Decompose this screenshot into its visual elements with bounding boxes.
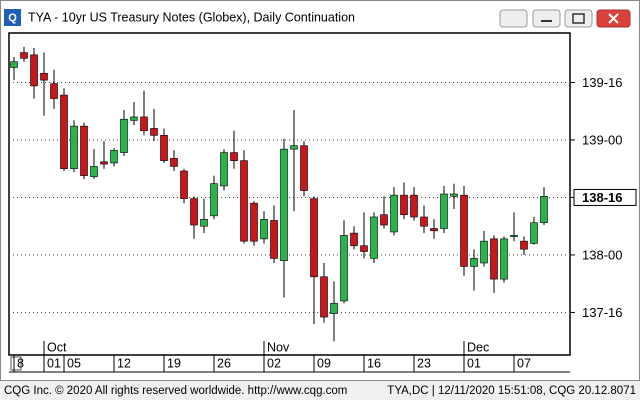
candle-body [250,202,258,242]
candle-body [130,116,138,121]
candle-body [540,196,548,224]
x-tick-label: 01 [467,356,481,370]
x-tick-label: 23 [417,356,431,370]
candle-body [520,240,528,250]
month-label: Dec [467,340,489,354]
candle-body [420,216,428,227]
candle-body [30,54,38,87]
candle-body [180,170,188,199]
y-tick-label: 138-16 [582,190,622,205]
candle-body [200,219,208,227]
restore-button[interactable] [564,9,593,28]
candle-body [510,235,518,237]
candle-body [280,148,288,261]
minimize-button[interactable] [532,9,561,28]
x-tick-label: 26 [217,356,231,370]
candle-body [10,61,18,68]
candle-body [410,194,418,218]
plot-area [8,32,571,356]
candle-body [430,228,438,232]
close-glyph [608,13,619,24]
candle-body [480,240,488,264]
candle-body [300,145,308,191]
candle-body [60,94,68,169]
candle-body [150,128,158,136]
candle-body [310,198,318,278]
app-icon-glyph: Q [8,12,17,24]
candle-body [210,183,218,217]
candle-body [50,83,58,99]
x-tick-label: 16 [367,356,381,370]
candle-body [360,245,368,252]
y-tick-label: 138-00 [582,247,622,262]
month-label: Nov [267,340,290,354]
candle-body [190,198,198,226]
candle-body [460,194,468,267]
x-tick-label: 8 [17,356,24,370]
x-tick-label: 19 [167,356,181,370]
candle-body [450,193,458,197]
candle-body [170,158,178,167]
candle-body [350,232,358,247]
candle-body [330,302,338,314]
scroll-box[interactable] [10,356,22,371]
candle-body [90,166,98,178]
window-title: TYA - 10yr US Treasury Notes (Globex), D… [28,10,355,24]
restore-glyph [572,13,585,24]
candle-body [490,238,498,280]
y-tick-label: 139-16 [582,75,622,90]
candle-body [160,135,168,161]
x-tick-label: 09 [317,356,331,370]
x-tick-label: 12 [117,356,131,370]
candle-body [140,116,148,132]
candle-body [290,145,298,150]
candle-body [110,150,118,164]
current-price-box [573,188,637,206]
candle-body [70,125,78,170]
candle-body [120,118,128,153]
app-icon [4,9,21,26]
month-label: Oct [47,340,67,354]
link-button[interactable] [499,9,528,28]
candle-body [240,160,248,242]
candle-body [440,193,448,229]
y-tick-label: 139-00 [582,132,622,147]
candle-body [500,238,508,280]
footer-left: CQG Inc. © 2020 All rights reserved worl… [4,385,347,397]
candle-body [470,258,478,267]
candle-body [370,216,378,259]
candle-body [380,214,388,226]
candle-body [390,194,398,233]
candle-body [530,222,538,244]
window-buttons [499,9,631,28]
x-tick-label: 01 [47,356,61,370]
candle-body [230,152,238,161]
footer-right: TYA,DC | 12/11/2020 15:51:08, CQG 20.12.… [387,385,636,397]
candle-body [80,125,88,176]
candle-body [260,219,268,240]
candle-body [20,52,28,59]
x-tick-label: 05 [67,356,81,370]
candle-body [40,72,48,81]
candle-body [220,152,228,187]
y-tick-label: 137-16 [582,305,622,320]
candle-body [400,194,408,215]
x-tick-label: 02 [267,356,281,370]
candle-body [270,220,278,259]
candle-body [100,161,108,165]
candle-body [320,276,328,318]
candle-body [340,235,348,302]
x-tick-label: 07 [517,356,531,370]
